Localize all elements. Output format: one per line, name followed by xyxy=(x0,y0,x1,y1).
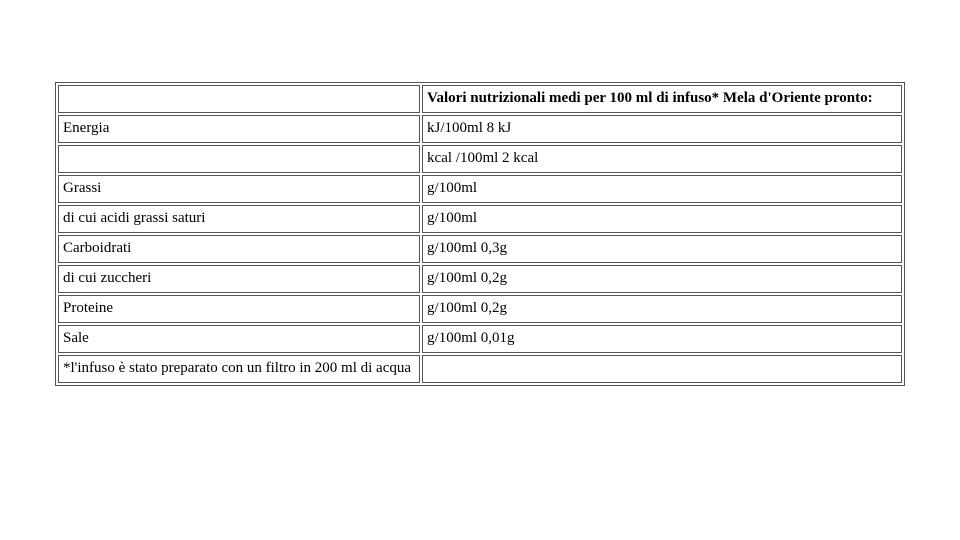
table-row: Sale g/100ml 0,01g xyxy=(58,325,902,353)
row-value: g/100ml 0,2g xyxy=(422,295,902,323)
row-value: g/100ml 0,3g xyxy=(422,235,902,263)
row-label: Energia xyxy=(58,115,420,143)
table-row: Grassi g/100ml xyxy=(58,175,902,203)
row-label: di cui zuccheri xyxy=(58,265,420,293)
header-cell-left xyxy=(58,85,420,113)
table-row: di cui acidi grassi saturi g/100ml xyxy=(58,205,902,233)
row-label: di cui acidi grassi saturi xyxy=(58,205,420,233)
table-row: Carboidrati g/100ml 0,3g xyxy=(58,235,902,263)
header-cell-right: Valori nutrizionali medi per 100 ml di i… xyxy=(422,85,902,113)
table-row: Energia kJ/100ml 8 kJ xyxy=(58,115,902,143)
row-value: g/100ml xyxy=(422,205,902,233)
row-value: kJ/100ml 8 kJ xyxy=(422,115,902,143)
row-label: Sale xyxy=(58,325,420,353)
table-row: *l'infuso è stato preparato con un filtr… xyxy=(58,355,902,383)
row-value: g/100ml xyxy=(422,175,902,203)
table-row: kcal /100ml 2 kcal xyxy=(58,145,902,173)
row-value: g/100ml 0,2g xyxy=(422,265,902,293)
row-label: Proteine xyxy=(58,295,420,323)
row-label xyxy=(58,145,420,173)
row-label: Grassi xyxy=(58,175,420,203)
row-value: kcal /100ml 2 kcal xyxy=(422,145,902,173)
row-value xyxy=(422,355,902,383)
row-value: g/100ml 0,01g xyxy=(422,325,902,353)
row-label: *l'infuso è stato preparato con un filtr… xyxy=(58,355,420,383)
nutrition-table-container: Valori nutrizionali medi per 100 ml di i… xyxy=(55,82,905,386)
table-header-row: Valori nutrizionali medi per 100 ml di i… xyxy=(58,85,902,113)
table-row: di cui zuccheri g/100ml 0,2g xyxy=(58,265,902,293)
table-row: Proteine g/100ml 0,2g xyxy=(58,295,902,323)
nutrition-table: Valori nutrizionali medi per 100 ml di i… xyxy=(55,82,905,386)
row-label: Carboidrati xyxy=(58,235,420,263)
